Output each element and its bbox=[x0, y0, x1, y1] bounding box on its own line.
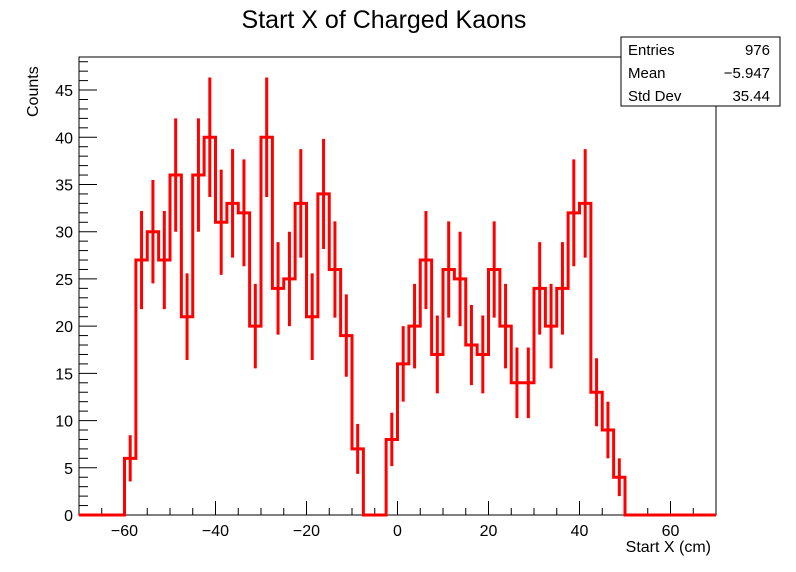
stats-entries-label: Entries bbox=[628, 42, 675, 59]
stats-mean-value: −5.947 bbox=[724, 65, 770, 82]
x-axis-title: Start X (cm) bbox=[626, 539, 711, 556]
stats-box: Entries 976 Mean −5.947 Std Dev 35.44 bbox=[620, 36, 781, 107]
histogram-outline bbox=[79, 135, 716, 517]
y-tick-label: 0 bbox=[64, 508, 73, 525]
y-axis-title: Counts bbox=[25, 66, 42, 117]
stats-entries-value: 976 bbox=[745, 42, 770, 59]
stats-stddev-label: Std Dev bbox=[628, 88, 682, 105]
y-tick-label: 30 bbox=[55, 225, 73, 242]
stats-mean-label: Mean bbox=[628, 65, 666, 82]
y-tick-label: 15 bbox=[55, 366, 73, 383]
y-tick-label: 10 bbox=[55, 414, 73, 431]
x-tick-label: −40 bbox=[202, 523, 229, 540]
y-tick-label: 5 bbox=[64, 461, 73, 478]
x-tick-label: −20 bbox=[293, 523, 320, 540]
y-tick-label: 25 bbox=[55, 272, 73, 289]
x-tick-label: 40 bbox=[571, 523, 589, 540]
x-tick-label: 20 bbox=[480, 523, 498, 540]
x-tick-label: 60 bbox=[662, 523, 680, 540]
y-axis: 0 5 10 15 20 25 30 35 40 45 bbox=[55, 61, 97, 525]
x-tick-label: 0 bbox=[393, 523, 402, 540]
y-tick-label: 35 bbox=[55, 177, 73, 194]
histogram-series bbox=[79, 77, 716, 517]
y-tick-label: 20 bbox=[55, 319, 73, 336]
chart-title: Start X of Charged Kaons bbox=[242, 6, 527, 34]
stats-stddev-value: 35.44 bbox=[732, 88, 770, 105]
x-axis: −60 −40 −20 0 20 40 60 bbox=[78, 501, 717, 540]
x-tick-label: −60 bbox=[111, 523, 138, 540]
y-tick-label: 40 bbox=[55, 130, 73, 147]
y-tick-label: 45 bbox=[55, 83, 73, 100]
